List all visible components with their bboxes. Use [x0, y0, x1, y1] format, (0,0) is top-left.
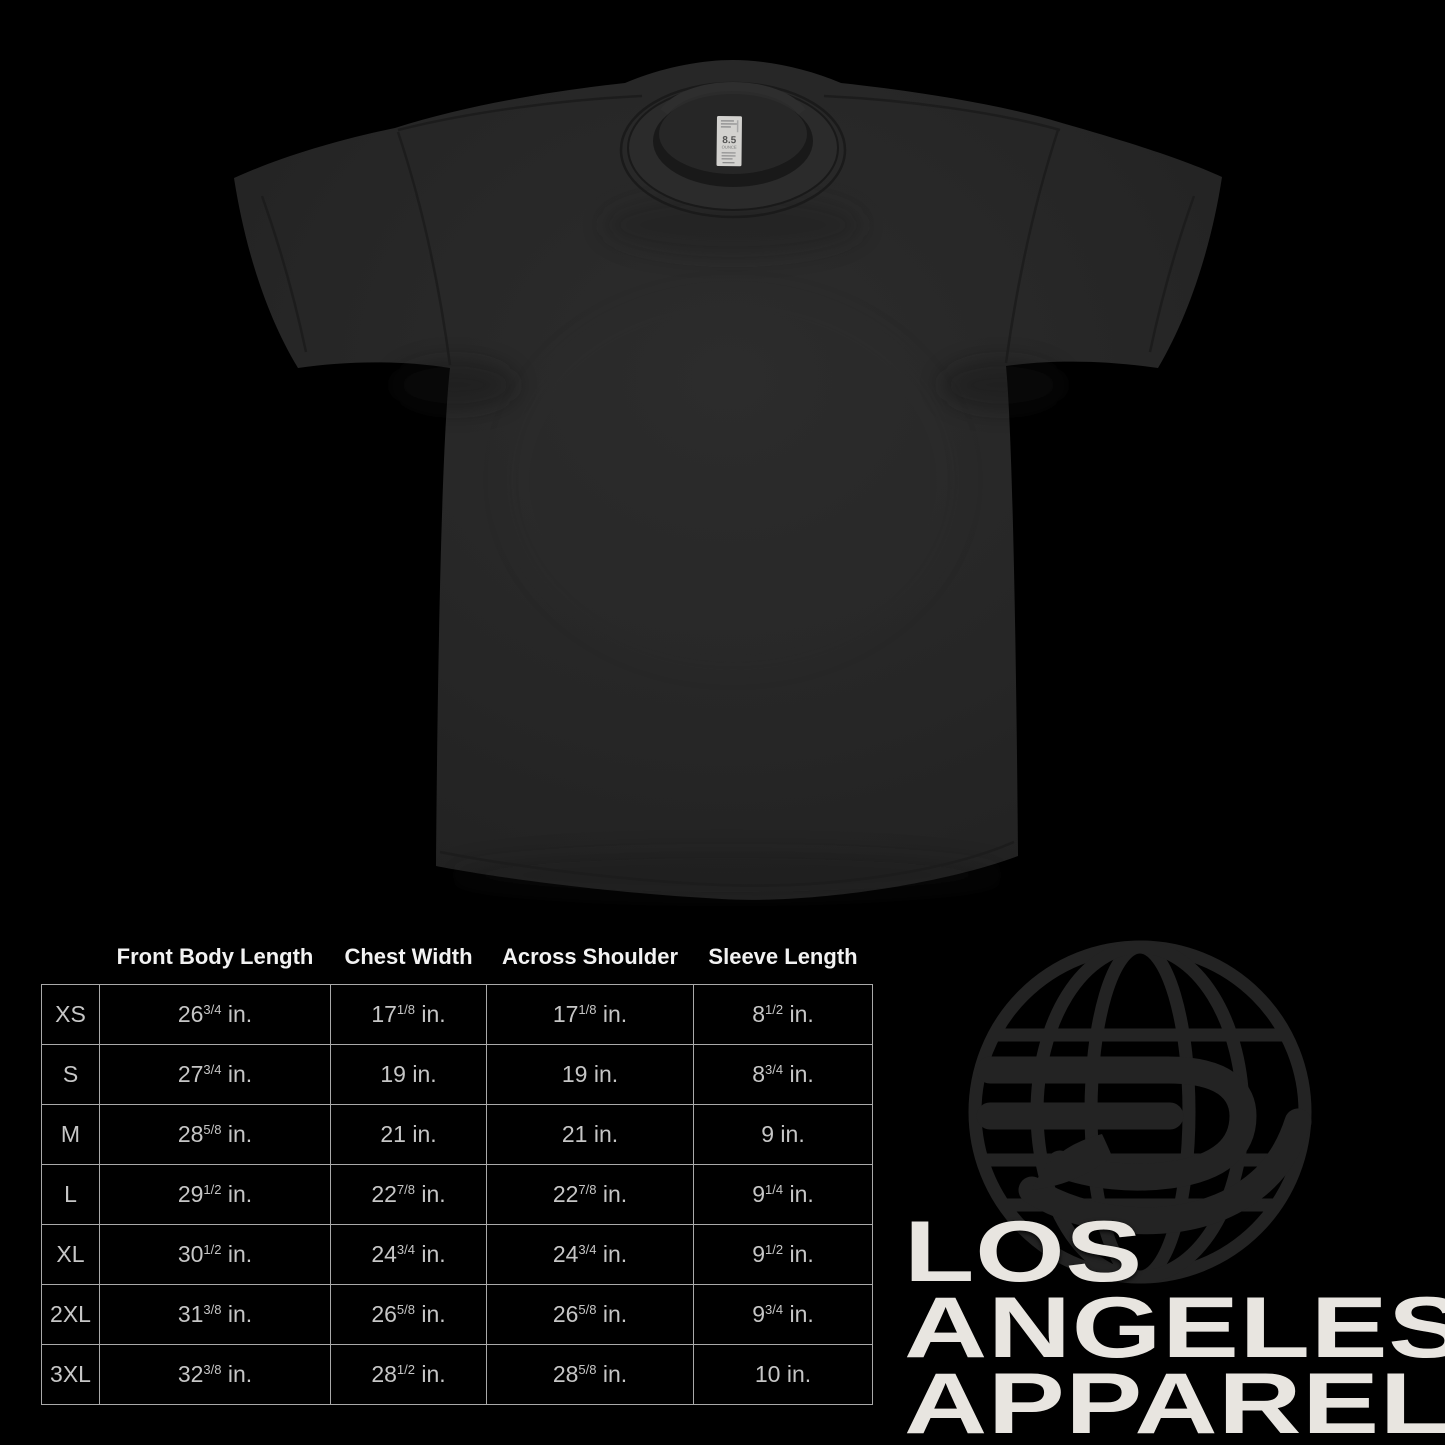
measurement-cell: 243/4 in. — [486, 1224, 694, 1285]
size-label: M — [41, 1104, 100, 1165]
measurement-cell: 273/4 in. — [99, 1044, 331, 1105]
measurement-cell: 323/8 in. — [99, 1344, 331, 1405]
measurement-cell: 81/2 in. — [693, 984, 873, 1045]
size-label: L — [41, 1164, 100, 1225]
measurement-cell: 243/4 in. — [330, 1224, 487, 1285]
corner-cell — [42, 944, 100, 985]
label-weight-number: 8.5 — [722, 135, 736, 146]
size-chart-row: L 291/2 in. 227/8 in. 227/8 in. 91/4 in. — [41, 1164, 873, 1225]
size-label: S — [41, 1044, 100, 1105]
size-chart-header: Front Body Length Chest Width Across Sho… — [42, 944, 873, 985]
measurement-cell: 265/8 in. — [486, 1284, 694, 1345]
measurement-cell: 9 in. — [693, 1104, 873, 1165]
measurement-cell: 19 in. — [330, 1044, 487, 1105]
size-chart-body: XS 263/4 in. 171/8 in. 171/8 in. 81/2 in. S 27… — [41, 984, 873, 1405]
measurement-cell: 285/8 in. — [99, 1104, 331, 1165]
brand-wordmark-line: ANGELES — [904, 1280, 1445, 1376]
measurement-cell: 227/8 in. — [486, 1164, 694, 1225]
size-chart-row: S 273/4 in. 19 in. 19 in. 83/4 in. — [41, 1044, 873, 1105]
brand-wordmark: LOS ANGELES APPAREL — [904, 1209, 1445, 1445]
seam-stitching — [260, 94, 1196, 887]
fabric-shading — [393, 193, 1064, 899]
measurement-cell: 10 in. — [693, 1344, 873, 1405]
globe-eagle-icon — [968, 940, 1312, 1284]
measurement-cell: 313/8 in. — [99, 1284, 331, 1345]
measurement-cell: 281/2 in. — [330, 1344, 487, 1405]
neck-label: 8.5 OUNCE — [716, 116, 742, 167]
measurement-cell: 21 in. — [486, 1104, 694, 1165]
size-label: 2XL — [41, 1284, 100, 1345]
measurement-cell: 19 in. — [486, 1044, 694, 1105]
measurement-cell: 227/8 in. — [330, 1164, 487, 1225]
size-label: XL — [41, 1224, 100, 1285]
size-chart-row: XS 263/4 in. 171/8 in. 171/8 in. 81/2 in. — [41, 984, 873, 1045]
measurement-cell: 301/2 in. — [99, 1224, 331, 1285]
measurement-cell: 265/8 in. — [330, 1284, 487, 1345]
column-header-sleeve-length: Sleeve Length — [708, 944, 858, 969]
measurement-cell: 93/4 in. — [693, 1284, 873, 1345]
size-label: XS — [41, 984, 100, 1045]
measurement-cell: 21 in. — [330, 1104, 487, 1165]
measurement-cell: 263/4 in. — [99, 984, 331, 1045]
size-chart-row: 3XL 323/8 in. 281/2 in. 285/8 in. 10 in. — [41, 1344, 873, 1405]
measurement-cell: 171/8 in. — [486, 984, 694, 1045]
column-header-chest-width: Chest Width — [344, 944, 473, 969]
brand-wordmark-line: APPAREL — [904, 1356, 1445, 1445]
size-chart-table: Front Body Length Chest Width Across Sho… — [41, 944, 873, 1405]
column-header-front-body-length: Front Body Length — [116, 944, 314, 969]
measurement-cell: 171/8 in. — [330, 984, 487, 1045]
measurement-cell: 91/4 in. — [693, 1164, 873, 1225]
measurement-cell: 91/2 in. — [693, 1224, 873, 1285]
size-chart-row: M 285/8 in. 21 in. 21 in. 9 in. — [41, 1104, 873, 1165]
size-chart-row: 2XL 313/8 in. 265/8 in. 265/8 in. 93/4 in. — [41, 1284, 873, 1345]
measurement-cell: 83/4 in. — [693, 1044, 873, 1105]
measurement-cell: 285/8 in. — [486, 1344, 694, 1405]
size-label: 3XL — [41, 1344, 100, 1405]
column-header-across-shoulder: Across Shoulder — [501, 944, 679, 969]
measurement-cell: 291/2 in. — [99, 1164, 331, 1225]
tshirt-photo: 8.5 OUNCE — [234, 60, 1222, 900]
label-weight-unit: OUNCE — [722, 145, 737, 150]
brand-wordmark-line: LOS — [904, 1204, 1143, 1300]
size-chart-row: XL 301/2 in. 243/4 in. 243/4 in. 91/2 in. — [41, 1224, 873, 1285]
